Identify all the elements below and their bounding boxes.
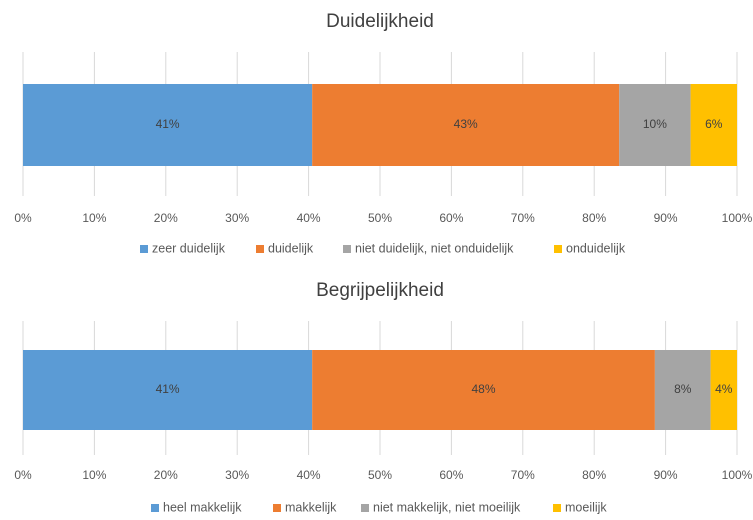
bar-segment xyxy=(619,84,691,166)
legend-swatch xyxy=(343,245,351,253)
data-label: 41% xyxy=(156,117,180,131)
legend-swatch xyxy=(140,245,148,253)
legend-label: zeer duidelijk xyxy=(152,241,226,255)
x-tick-label: 80% xyxy=(582,468,606,482)
legend-label: moeilijk xyxy=(565,500,607,514)
x-tick-label: 70% xyxy=(511,468,535,482)
legend-label: niet duidelijk, niet onduidelijk xyxy=(355,241,514,255)
legend-swatch xyxy=(361,504,369,512)
data-label: 48% xyxy=(472,382,496,396)
bar-segment xyxy=(23,84,313,166)
data-label: 10% xyxy=(643,117,667,131)
legend-swatch xyxy=(273,504,281,512)
x-tick-label: 30% xyxy=(225,468,249,482)
bar-segment xyxy=(710,350,737,430)
x-tick-label: 40% xyxy=(297,211,321,225)
x-tick-label: 100% xyxy=(722,468,753,482)
chart-title: Duidelijkheid xyxy=(326,11,434,32)
bar-segment xyxy=(312,350,655,430)
bar-segment xyxy=(312,84,620,166)
chart-title: Begrijpelijkheid xyxy=(316,280,444,301)
legend-label: makkelijk xyxy=(285,500,337,514)
x-tick-label: 90% xyxy=(654,211,678,225)
bar-segment xyxy=(23,350,313,430)
legend-swatch xyxy=(256,245,264,253)
data-label: 41% xyxy=(156,382,180,396)
bar-segment xyxy=(690,84,737,166)
x-tick-label: 0% xyxy=(14,211,32,225)
x-tick-label: 70% xyxy=(511,211,535,225)
legend-swatch xyxy=(151,504,159,512)
legend-swatch xyxy=(554,245,562,253)
x-tick-label: 50% xyxy=(368,468,392,482)
legend-label: heel makkelijk xyxy=(163,500,242,514)
legend-label: niet makkelijk, niet moeilijk xyxy=(373,500,521,514)
x-tick-label: 50% xyxy=(368,211,392,225)
x-tick-label: 80% xyxy=(582,211,606,225)
data-label: 8% xyxy=(674,382,692,396)
x-tick-label: 100% xyxy=(722,211,753,225)
x-tick-label: 40% xyxy=(297,468,321,482)
x-tick-label: 10% xyxy=(82,211,106,225)
x-tick-label: 0% xyxy=(14,468,32,482)
x-tick-label: 10% xyxy=(82,468,106,482)
legend-label: onduidelijk xyxy=(566,241,626,255)
bar-segment xyxy=(654,350,711,430)
legend-label: duidelijk xyxy=(268,241,314,255)
x-tick-label: 60% xyxy=(439,211,463,225)
data-label: 4% xyxy=(715,382,733,396)
legend-swatch xyxy=(553,504,561,512)
x-tick-label: 90% xyxy=(654,468,678,482)
data-label: 6% xyxy=(705,117,723,131)
x-tick-label: 20% xyxy=(154,468,178,482)
x-tick-label: 20% xyxy=(154,211,178,225)
x-tick-label: 30% xyxy=(225,211,249,225)
x-tick-label: 60% xyxy=(439,468,463,482)
data-label: 43% xyxy=(454,117,478,131)
